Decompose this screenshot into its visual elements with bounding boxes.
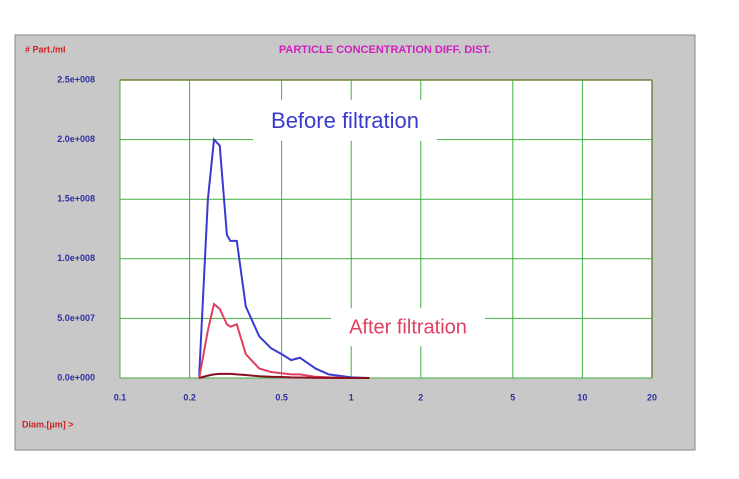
x-tick-label: 0.1	[114, 392, 127, 402]
x-tick-label: 10	[577, 392, 587, 402]
x-tick-label: 20	[647, 392, 657, 402]
x-tick-label: 5	[510, 392, 515, 402]
series-line	[198, 137, 370, 379]
y-tick-label: 1.5e+008	[57, 194, 95, 204]
series-label-box	[253, 99, 437, 141]
series-line	[198, 372, 370, 379]
y-tick-label: 2.0e+008	[57, 134, 95, 144]
x-axis-label: Diam.[µm] >	[22, 419, 73, 429]
y-tick-label: 0.0e+000	[57, 372, 95, 382]
chart-title: PARTICLE CONCENTRATION DIFF. DIST.	[279, 44, 491, 56]
y-tick-label: 5.0e+007	[57, 313, 95, 323]
x-tick-label: 1	[349, 392, 354, 402]
x-tick-label: 0.2	[183, 392, 196, 402]
y-axis-label: # Part./ml	[25, 44, 66, 54]
x-tick-label: 2	[418, 392, 423, 402]
series-label-box	[331, 308, 485, 347]
y-tick-label: 2.5e+008	[57, 74, 95, 84]
series-label: Before filtration	[271, 108, 419, 133]
x-tick-label: 0.5	[275, 392, 288, 402]
series-label: After filtration	[349, 316, 467, 338]
y-tick-label: 1.0e+008	[57, 253, 95, 263]
